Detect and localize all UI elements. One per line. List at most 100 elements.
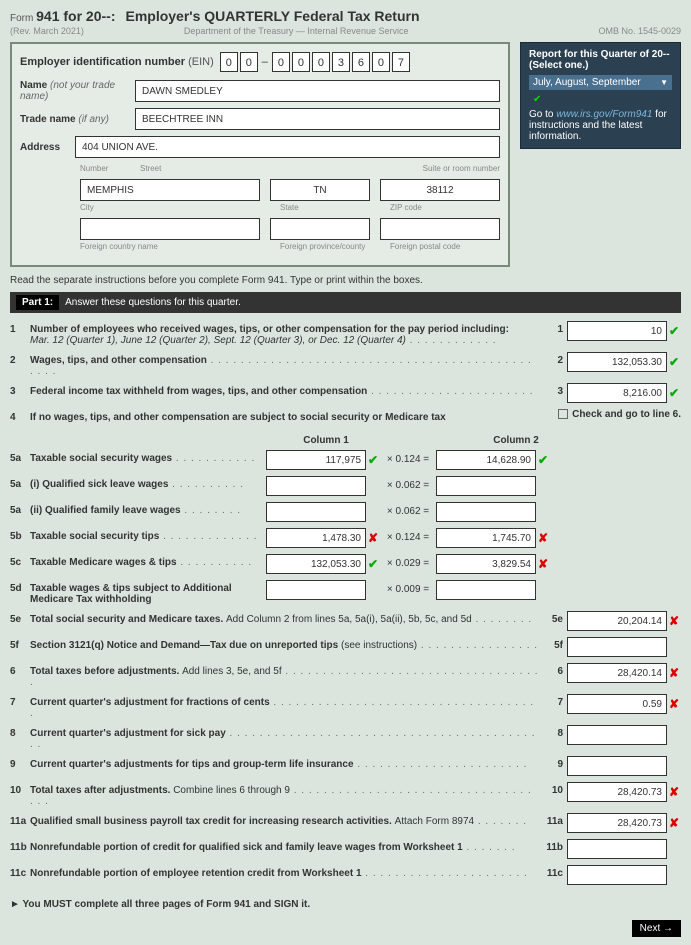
- line-text: (ii) Qualified family leave wages . . . …: [30, 502, 266, 516]
- ein-dash: –: [260, 52, 270, 72]
- value-input[interactable]: [567, 756, 667, 776]
- value-input[interactable]: [266, 502, 366, 522]
- value-input[interactable]: 132,053.30: [266, 554, 366, 574]
- quarter-title1: Report for this Quarter of 20--: [529, 49, 670, 60]
- value-input[interactable]: 1,478.30: [266, 528, 366, 548]
- value-input[interactable]: [266, 476, 366, 496]
- value-input[interactable]: 0.59: [567, 694, 667, 714]
- check-icon: ✔: [667, 321, 681, 341]
- line-text: Taxable wages & tips subject to Addition…: [30, 580, 266, 605]
- ein-digit[interactable]: 3: [332, 52, 350, 72]
- value-input[interactable]: [436, 502, 536, 522]
- line-no: 2: [10, 352, 30, 366]
- line-text: Current quarter's adjustment for fractio…: [30, 694, 543, 719]
- line-text: Taxable social security wages . . . . . …: [30, 450, 266, 464]
- state-label: State: [270, 203, 370, 212]
- checkbox[interactable]: [558, 409, 568, 419]
- city-input[interactable]: MEMPHIS: [80, 179, 260, 201]
- line-no: 3: [10, 383, 30, 397]
- quarter-link[interactable]: www.irs.gov/Form941: [556, 109, 652, 120]
- fcountry-input[interactable]: [80, 218, 260, 240]
- part1-tag: Part 1:: [16, 295, 59, 310]
- value-input[interactable]: [567, 839, 667, 859]
- column1-header: Column 1: [266, 435, 386, 446]
- line-rno: 5e: [543, 611, 567, 625]
- line-no: 11b: [10, 839, 30, 853]
- revision: (Rev. March 2021): [10, 26, 84, 36]
- line-text: Qualified small business payroll tax cre…: [30, 813, 543, 827]
- line-no: 5c: [10, 554, 30, 568]
- ein-digit[interactable]: 0: [220, 52, 238, 72]
- ein-digit[interactable]: 0: [292, 52, 310, 72]
- value-input[interactable]: [567, 865, 667, 885]
- line-text: If no wages, tips, and other compensatio…: [30, 409, 558, 423]
- fprov-input[interactable]: [270, 218, 370, 240]
- department: Department of the Treasury — Internal Re…: [184, 26, 409, 36]
- check-icon: ✔: [366, 450, 380, 470]
- value-input[interactable]: [436, 580, 536, 600]
- state-input[interactable]: TN: [270, 179, 370, 201]
- multiplier: × 0.009 =: [380, 580, 436, 600]
- line-text: Section 3121(q) Notice and Demand—Tax du…: [30, 637, 543, 651]
- value-input[interactable]: [567, 637, 667, 657]
- line-no: 5f: [10, 637, 30, 651]
- x-icon: ✘: [667, 782, 681, 802]
- x-icon: ✘: [667, 663, 681, 683]
- ein-digit[interactable]: 7: [392, 52, 410, 72]
- value-input[interactable]: [436, 476, 536, 496]
- ein-digit[interactable]: 0: [372, 52, 390, 72]
- street-input[interactable]: 404 UNION AVE.: [75, 136, 500, 158]
- line-text: Current quarter's adjustments for tips a…: [30, 756, 543, 770]
- line-rno: 11b: [543, 839, 567, 853]
- line-no: 4: [10, 409, 30, 423]
- x-icon: ✘: [536, 554, 550, 574]
- line-no: 11a: [10, 813, 30, 827]
- ein-digit[interactable]: 6: [352, 52, 370, 72]
- value-input[interactable]: 3,829.54: [436, 554, 536, 574]
- value-input[interactable]: 8,216.00: [567, 383, 667, 403]
- line-no: 5a: [10, 476, 30, 490]
- column2-header: Column 2: [456, 435, 576, 446]
- value-input[interactable]: 14,628.90: [436, 450, 536, 470]
- value-input[interactable]: [567, 725, 667, 745]
- line-text: (i) Qualified sick leave wages . . . . .…: [30, 476, 266, 490]
- value-input[interactable]: 20,204.14: [567, 611, 667, 631]
- zip-input[interactable]: 38112: [380, 179, 500, 201]
- check-icon: ✔: [667, 383, 681, 403]
- line-text: Taxable social security tips . . . . . .…: [30, 528, 266, 542]
- trade-label: Trade name: [20, 114, 76, 125]
- zip-label: ZIP code: [380, 203, 500, 212]
- quarter-select[interactable]: July, August, September ▼: [529, 75, 672, 90]
- trade-input[interactable]: BEECHTREE INN: [135, 108, 500, 130]
- ein-digits: 0 0 – 0 0 0 3 6 0 7: [220, 52, 410, 72]
- value-input[interactable]: 117,975: [266, 450, 366, 470]
- value-input[interactable]: 28,420.73: [567, 813, 667, 833]
- x-icon: ✘: [667, 694, 681, 714]
- ein-digit[interactable]: 0: [272, 52, 290, 72]
- value-input[interactable]: [266, 580, 366, 600]
- multiplier: × 0.062 =: [380, 502, 436, 522]
- value-input[interactable]: 28,420.73: [567, 782, 667, 802]
- value-input[interactable]: 28,420.14: [567, 663, 667, 683]
- ein-digit[interactable]: 0: [240, 52, 258, 72]
- fcountry-label: Foreign country name: [80, 242, 260, 251]
- fpost-input[interactable]: [380, 218, 500, 240]
- line-rno: 1: [543, 321, 567, 335]
- name-input[interactable]: DAWN SMEDLEY: [135, 80, 500, 102]
- value-input[interactable]: 132,053.30: [567, 352, 667, 372]
- ein-label: Employer identification number: [20, 56, 185, 68]
- line-rno: 6: [543, 663, 567, 677]
- line-no: 7: [10, 694, 30, 708]
- fpost-label: Foreign postal code: [380, 242, 500, 251]
- value-input[interactable]: 10: [567, 321, 667, 341]
- line-no: 5d: [10, 580, 30, 594]
- ein-digit[interactable]: 0: [312, 52, 330, 72]
- footer-note: ► You MUST complete all three pages of F…: [10, 899, 681, 910]
- x-icon: ✘: [366, 528, 380, 548]
- line-text: Federal income tax withheld from wages, …: [30, 383, 543, 397]
- value-input[interactable]: 1,745.70: [436, 528, 536, 548]
- next-button[interactable]: Next: [632, 920, 681, 937]
- omb-number: OMB No. 1545-0029: [598, 26, 681, 36]
- line-text: Current quarter's adjustment for sick pa…: [30, 725, 543, 750]
- x-icon: ✘: [667, 813, 681, 833]
